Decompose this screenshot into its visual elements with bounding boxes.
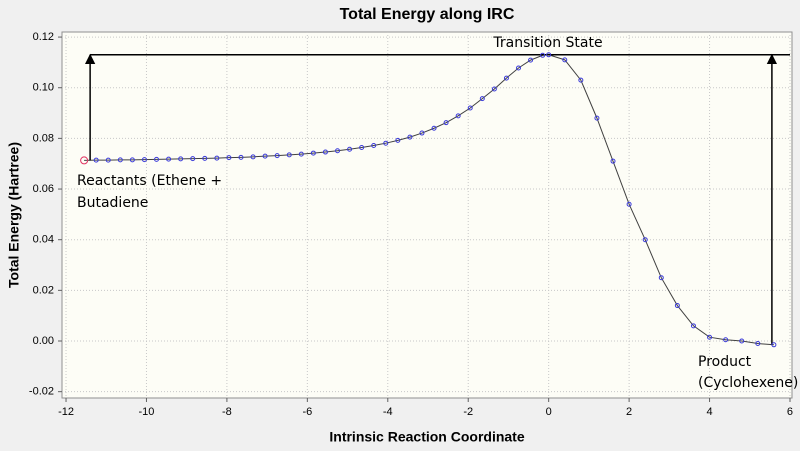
data-point xyxy=(166,156,172,162)
y-tick-label: 0.08 xyxy=(33,132,54,144)
data-point xyxy=(93,157,99,163)
data-point xyxy=(540,52,546,58)
y-tick-label: 0.04 xyxy=(33,234,54,246)
x-tick-label: 0 xyxy=(546,406,552,418)
data-point xyxy=(202,155,208,161)
data-point xyxy=(594,115,600,121)
data-point xyxy=(503,75,509,81)
data-point xyxy=(286,152,292,158)
data-point xyxy=(141,157,147,163)
x-tick-label: -10 xyxy=(139,406,155,418)
data-point xyxy=(443,120,449,126)
data-point xyxy=(690,323,696,329)
data-point xyxy=(771,342,777,348)
data-point xyxy=(274,153,280,159)
data-point xyxy=(190,156,196,162)
data-point xyxy=(214,155,220,161)
data-point xyxy=(707,334,713,340)
y-tick-label: 0.10 xyxy=(33,82,54,94)
grid xyxy=(58,32,792,402)
data-point xyxy=(578,77,584,83)
chart-title: Total Energy along IRC xyxy=(340,6,515,23)
data-point xyxy=(528,57,534,63)
data-point xyxy=(226,155,232,161)
data-point xyxy=(674,303,680,309)
annotation: (Cyclohexene) xyxy=(698,375,798,391)
y-tick-label: 0.02 xyxy=(33,284,54,296)
data-point xyxy=(739,338,745,344)
y-axis-label: Total Energy (Hartree) xyxy=(6,142,22,288)
data-point xyxy=(479,96,485,102)
data-point xyxy=(250,154,256,160)
data-point xyxy=(723,337,729,343)
x-axis-label: Intrinsic Reaction Coordinate xyxy=(329,429,524,445)
x-tick-label: -8 xyxy=(222,406,232,418)
x-tick-label: 6 xyxy=(787,406,793,418)
data-point xyxy=(431,125,437,131)
x-tick-label: 4 xyxy=(706,406,712,418)
marks xyxy=(80,52,790,348)
data-point xyxy=(262,153,268,159)
data-point xyxy=(491,86,497,92)
data-point xyxy=(516,65,522,71)
annotation: Butadiene xyxy=(77,195,148,211)
data-point xyxy=(467,105,473,111)
data-point xyxy=(546,52,552,58)
data-point xyxy=(642,237,648,243)
plot-area xyxy=(61,31,793,399)
annotation: Reactants (Ethene + xyxy=(77,173,222,189)
data-point xyxy=(298,151,304,157)
data-point xyxy=(395,137,401,143)
data-point xyxy=(419,130,425,136)
data-point xyxy=(105,157,111,163)
y-tick-label: 0.12 xyxy=(33,31,54,43)
data-point xyxy=(129,157,135,163)
data-point xyxy=(755,341,761,347)
data-point xyxy=(371,142,377,148)
y-tick-label: 0.06 xyxy=(33,183,54,195)
annotation: Product xyxy=(698,354,752,370)
data-point xyxy=(383,140,389,146)
data-point xyxy=(310,150,316,156)
x-tick-label: -12 xyxy=(58,406,74,418)
x-tick-label: -6 xyxy=(302,406,312,418)
data-point xyxy=(117,157,123,163)
data-point xyxy=(178,156,184,162)
data-point xyxy=(347,146,353,152)
data-point xyxy=(610,158,616,164)
data-point xyxy=(626,201,632,207)
data-point xyxy=(562,57,568,63)
x-tick-label: 2 xyxy=(626,406,632,418)
data-point xyxy=(658,275,664,281)
x-tick-label: -2 xyxy=(463,406,473,418)
data-point xyxy=(238,154,244,160)
data-point xyxy=(80,156,89,165)
data-point xyxy=(359,144,365,150)
y-tick-label: -0.02 xyxy=(29,386,54,398)
y-tick-label: 0.00 xyxy=(33,335,54,347)
data-point xyxy=(407,134,413,140)
annotation: Transition State xyxy=(492,35,602,51)
data-point xyxy=(455,113,461,119)
data-point xyxy=(322,149,328,155)
x-tick-label: -4 xyxy=(383,406,393,418)
data-point xyxy=(154,156,160,162)
data-point xyxy=(335,148,341,154)
